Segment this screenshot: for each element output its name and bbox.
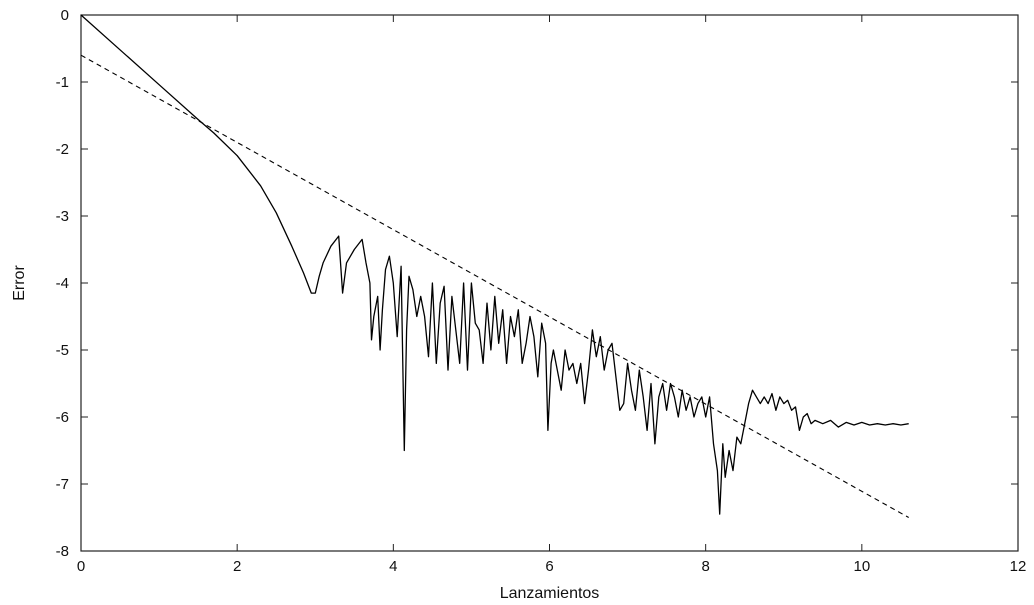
y-tick-label: -8	[56, 543, 69, 560]
series-group	[80, 14, 909, 518]
error-series-line	[80, 14, 909, 515]
y-tick-label: -4	[56, 275, 69, 292]
y-tick-label: -2	[56, 141, 69, 158]
y-tick-label: -5	[56, 342, 69, 359]
y-tick-label: -7	[56, 476, 69, 493]
x-tick-label: 0	[77, 558, 85, 575]
axis-ticks: 0 2 4 6 8 10 12 0 -1 -2 -3 -4 -5 -6 -7 -8	[56, 7, 1027, 575]
plot-frame	[80, 14, 1019, 552]
x-axis-title: Lanzamientos	[500, 585, 600, 602]
x-tick-label: 6	[545, 558, 553, 575]
y-tick-label: -3	[56, 208, 69, 225]
x-tick-label: 12	[1010, 558, 1027, 575]
x-tick-label: 10	[853, 558, 870, 575]
y-tick-label: -6	[56, 409, 69, 426]
y-tick-label: -1	[56, 74, 69, 91]
x-tick-label: 4	[389, 558, 397, 575]
y-tick-label: 0	[61, 7, 69, 24]
y-axis-title: Error	[11, 265, 28, 301]
trend-line-dashed	[80, 54, 909, 518]
x-tick-label: 8	[701, 558, 709, 575]
x-tick-label: 2	[233, 558, 241, 575]
